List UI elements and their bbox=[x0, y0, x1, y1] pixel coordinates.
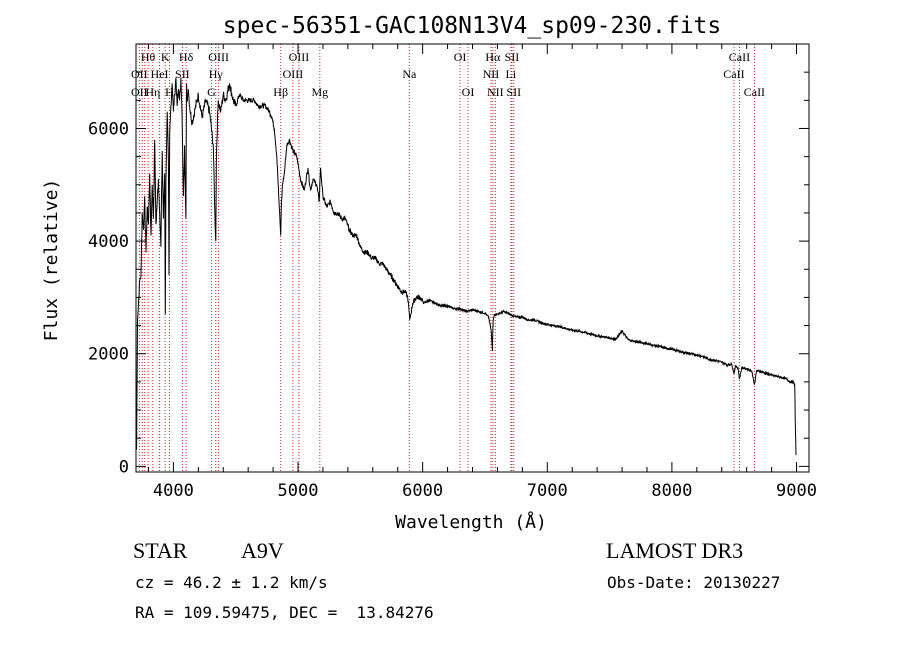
line-label: SII bbox=[505, 50, 520, 64]
line-label: Mg bbox=[311, 85, 328, 99]
chart-title: spec-56351-GAC108N13V4_sp09-230.fits bbox=[223, 13, 722, 39]
line-label: SII bbox=[175, 67, 190, 81]
line-label: OII bbox=[131, 85, 148, 99]
line-label: G bbox=[207, 85, 216, 99]
line-label: NII bbox=[487, 85, 504, 99]
y-tick-label: 6000 bbox=[88, 119, 129, 139]
line-label: CaII bbox=[744, 85, 765, 99]
line-label: Hδ bbox=[179, 50, 194, 64]
x-axis-label: Wavelength (Å) bbox=[395, 511, 547, 533]
line-label: Li bbox=[506, 67, 517, 81]
x-tick-label: 9000 bbox=[776, 481, 817, 501]
line-label: OI bbox=[454, 50, 467, 64]
line-label: OII bbox=[131, 67, 148, 81]
y-axis-label: Flux (relative) bbox=[41, 179, 62, 342]
redshift-readout: cz = 46.2 ± 1.2 km/s bbox=[135, 573, 328, 592]
x-tick-label: 4000 bbox=[153, 481, 194, 501]
x-tick-label: 6000 bbox=[402, 481, 443, 501]
line-label: OI bbox=[462, 85, 475, 99]
line-label: NII bbox=[483, 67, 500, 81]
y-tick-label: 2000 bbox=[88, 345, 129, 365]
line-label: Hθ bbox=[141, 50, 156, 64]
line-label: CaII bbox=[723, 67, 744, 81]
obs-date-readout: Obs-Date: 20130227 bbox=[607, 573, 781, 592]
line-label: OIII bbox=[289, 50, 310, 64]
line-label: SII bbox=[506, 85, 521, 99]
line-label: CaII bbox=[729, 50, 750, 64]
plot-frame bbox=[135, 43, 810, 473]
line-label: OIII bbox=[208, 50, 229, 64]
x-tick-label: 8000 bbox=[651, 481, 692, 501]
x-tick-label: 5000 bbox=[278, 481, 319, 501]
line-label: K bbox=[161, 50, 170, 64]
spectrum-chart: spec-56351-GAC108N13V4_sp09-230.fits Hθ O… bbox=[41, 13, 817, 533]
line-label: Hβ bbox=[273, 85, 288, 99]
x-tick-label: 7000 bbox=[527, 481, 568, 501]
axis-ticks: 4000 5000 6000 7000 8000 9000 0 2000 4000 6000 bbox=[88, 43, 817, 501]
line-label: Hη bbox=[145, 85, 160, 99]
y-tick-label: 0 bbox=[119, 457, 129, 477]
spectrum-line bbox=[135, 77, 797, 456]
y-tick-label: 4000 bbox=[88, 232, 129, 252]
object-subclass: A9V bbox=[241, 538, 284, 563]
line-label: H bbox=[165, 85, 174, 99]
coordinates-readout: RA = 109.59475, DEC = 13.84276 bbox=[135, 603, 434, 622]
line-marker-group bbox=[138, 44, 755, 472]
line-label: Na bbox=[402, 67, 417, 81]
line-label: OIII bbox=[283, 67, 304, 81]
object-class: STAR bbox=[133, 538, 188, 563]
survey-name: LAMOST DR3 bbox=[606, 538, 744, 563]
line-label: Hα bbox=[485, 50, 501, 64]
line-label: Hγ bbox=[209, 67, 224, 81]
line-label: HeI bbox=[151, 67, 169, 81]
